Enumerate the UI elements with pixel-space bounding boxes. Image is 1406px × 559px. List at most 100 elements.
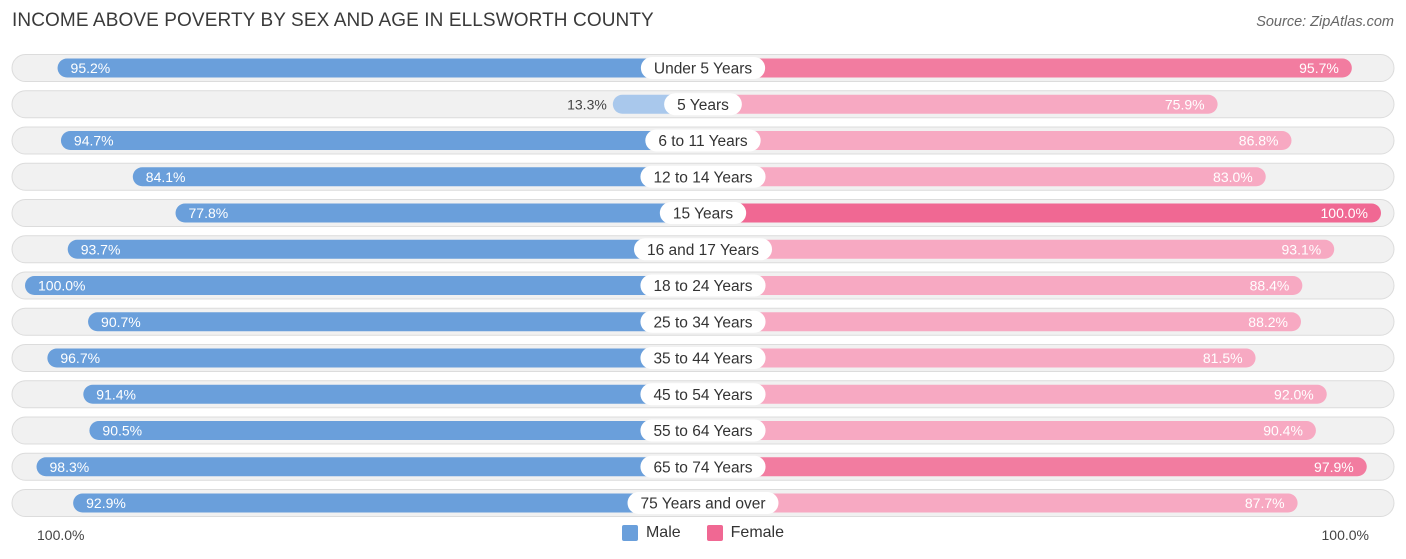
row-75-years-and-over: 92.9% 87.7% 75 Years and over bbox=[11, 489, 1395, 517]
value-label-male-55-to-64-years: 90.5% bbox=[102, 423, 142, 439]
row-15-years: 77.8% 100.0% 15 Years bbox=[11, 199, 1395, 227]
value-label-female-45-to-54-years: 92.0% bbox=[1274, 386, 1314, 402]
category-pill-12-to-14-years bbox=[640, 165, 766, 188]
value-label-male-45-to-54-years: 91.4% bbox=[96, 386, 136, 402]
value-label-female-18-to-24-years: 88.4% bbox=[1250, 278, 1290, 294]
row-16-and-17-years: 93.7% 93.1% 16 and 17 Years bbox=[11, 235, 1395, 264]
legend-swatch-male bbox=[621, 525, 638, 541]
category-pill-25-to-34-years bbox=[640, 310, 766, 333]
value-label-male-65-to-74-years: 98.3% bbox=[50, 459, 90, 475]
bar-male-75-years-and-over bbox=[73, 493, 703, 513]
category-pill-45-to-54-years bbox=[640, 383, 766, 406]
bar-female-5-years bbox=[703, 94, 1218, 114]
bar-chart: 95.2% 95.7% Under 5 Years 13.3% 75.9% 5 Years… bbox=[11, 54, 1395, 517]
chart-title: INCOME ABOVE POVERTY BY SEX AND AGE IN E… bbox=[12, 10, 654, 31]
bar-male-6-to-11-years bbox=[60, 131, 703, 150]
bar-female-under-5-years bbox=[703, 58, 1352, 78]
value-label-male-12-to-14-years: 84.1% bbox=[146, 169, 186, 185]
bar-male-18-to-24-years bbox=[25, 276, 703, 295]
value-label-male-under-5-years: 95.2% bbox=[71, 60, 111, 76]
bar-female-12-to-14-years bbox=[703, 167, 1266, 187]
category-pill-15-years bbox=[659, 202, 747, 224]
axis-left-label: 100.0% bbox=[37, 527, 85, 543]
category-pill-5-years bbox=[664, 93, 742, 116]
value-label-male-6-to-11-years: 94.7% bbox=[74, 133, 114, 149]
bar-male-12-to-14-years bbox=[132, 167, 703, 187]
bar-female-45-to-54-years bbox=[703, 384, 1327, 404]
row-6-to-11-years: 94.7% 86.8% 6 to 11 Years bbox=[11, 126, 1395, 155]
bar-female-35-to-44-years bbox=[703, 348, 1256, 368]
category-label-35-to-44-years: 35 to 44 Years bbox=[653, 351, 752, 368]
bar-female-16-and-17-years bbox=[703, 239, 1335, 259]
legend: Male Female bbox=[0, 524, 1406, 542]
category-label-18-to-24-years: 18 to 24 Years bbox=[653, 278, 752, 295]
category-label-75-years-and-over: 75 Years and over bbox=[641, 496, 766, 513]
bar-male-16-and-17-years bbox=[67, 239, 704, 259]
bar-male-25-to-34-years bbox=[88, 312, 703, 332]
category-label-6-to-11-years: 6 to 11 Years bbox=[658, 133, 748, 150]
category-label-15-years: 15 Years bbox=[673, 206, 734, 223]
category-pill-75-years-and-over bbox=[627, 492, 779, 514]
bar-female-18-to-24-years bbox=[703, 276, 1303, 295]
bar-female-75-years-and-over bbox=[703, 493, 1298, 513]
value-label-female-16-and-17-years: 93.1% bbox=[1282, 241, 1322, 257]
bar-male-under-5-years bbox=[57, 58, 703, 78]
legend-label-female: Female bbox=[730, 524, 785, 541]
bar-male-35-to-44-years bbox=[47, 348, 703, 368]
bar-female-55-to-64-years bbox=[703, 421, 1316, 440]
category-label-12-to-14-years: 12 to 14 Years bbox=[653, 169, 752, 186]
category-label-16-and-17-years: 16 and 17 Years bbox=[647, 242, 759, 259]
bar-male-45-to-54-years bbox=[83, 384, 704, 404]
category-pill-16-and-17-years bbox=[633, 238, 773, 261]
row-55-to-64-years: 90.5% 90.4% 55 to 64 Years bbox=[11, 416, 1395, 445]
legend-item-male: Male bbox=[621, 524, 681, 542]
category-label-25-to-34-years: 25 to 34 Years bbox=[653, 314, 752, 331]
value-label-female-6-to-11-years: 86.8% bbox=[1239, 133, 1279, 149]
bar-female-15-years bbox=[703, 203, 1381, 223]
row-under-5-years: 95.2% 95.7% Under 5 Years bbox=[11, 54, 1395, 82]
axis-right-label: 100.0% bbox=[1321, 527, 1369, 543]
row-45-to-54-years: 91.4% 92.0% 45 to 54 Years bbox=[11, 380, 1395, 409]
value-label-female-65-to-74-years: 97.9% bbox=[1314, 459, 1354, 475]
category-pill-18-to-24-years bbox=[640, 274, 766, 297]
value-label-male-25-to-34-years: 90.7% bbox=[101, 314, 141, 330]
legend-item-female: Female bbox=[706, 524, 785, 542]
value-label-female-35-to-44-years: 81.5% bbox=[1203, 350, 1243, 366]
bar-female-6-to-11-years bbox=[703, 131, 1292, 150]
category-pill-35-to-44-years bbox=[640, 347, 766, 369]
bar-male-15-years bbox=[175, 203, 704, 223]
value-label-female-5-years: 75.9% bbox=[1165, 96, 1205, 112]
value-label-female-55-to-64-years: 90.4% bbox=[1263, 423, 1303, 439]
value-label-female-under-5-years: 95.7% bbox=[1299, 60, 1339, 76]
chart-source: Source: ZipAtlas.com bbox=[1256, 14, 1394, 30]
row-18-to-24-years: 100.0% 88.4% 18 to 24 Years bbox=[11, 271, 1395, 300]
category-pill-65-to-74-years bbox=[640, 455, 766, 478]
legend-swatch-female bbox=[706, 525, 723, 541]
value-label-female-75-years-and-over: 87.7% bbox=[1245, 495, 1285, 511]
bar-female-25-to-34-years bbox=[703, 312, 1301, 332]
value-label-female-12-to-14-years: 83.0% bbox=[1213, 169, 1253, 185]
value-label-male-5-years: 13.3% bbox=[567, 96, 607, 112]
value-label-male-18-to-24-years: 100.0% bbox=[38, 278, 85, 294]
bar-male-55-to-64-years bbox=[89, 421, 703, 440]
category-label-under-5-years: Under 5 Years bbox=[654, 61, 752, 78]
value-label-male-15-years: 77.8% bbox=[189, 205, 229, 221]
row-35-to-44-years: 96.7% 81.5% 35 to 44 Years bbox=[11, 344, 1395, 372]
row-5-years: 13.3% 75.9% 5 Years bbox=[11, 90, 1395, 119]
value-label-female-25-to-34-years: 88.2% bbox=[1248, 314, 1288, 330]
row-25-to-34-years: 90.7% 88.2% 25 to 34 Years bbox=[11, 307, 1395, 336]
category-label-65-to-74-years: 65 to 74 Years bbox=[653, 459, 752, 476]
bar-female-65-to-74-years bbox=[703, 457, 1367, 477]
value-label-male-75-years-and-over: 92.9% bbox=[86, 495, 126, 511]
row-12-to-14-years: 84.1% 83.0% 12 to 14 Years bbox=[11, 162, 1395, 191]
category-label-45-to-54-years: 45 to 54 Years bbox=[653, 387, 752, 404]
value-label-male-16-and-17-years: 93.7% bbox=[81, 241, 121, 257]
value-label-male-35-to-44-years: 96.7% bbox=[60, 350, 100, 366]
row-65-to-74-years: 98.3% 97.9% 65 to 74 Years bbox=[11, 452, 1395, 481]
category-pill-under-5-years bbox=[640, 57, 766, 79]
category-pill-6-to-11-years bbox=[645, 129, 761, 152]
category-pill-55-to-64-years bbox=[640, 419, 766, 442]
value-label-female-15-years: 100.0% bbox=[1321, 205, 1368, 221]
bar-male-65-to-74-years bbox=[36, 457, 703, 477]
legend-label-male: Male bbox=[645, 524, 681, 541]
